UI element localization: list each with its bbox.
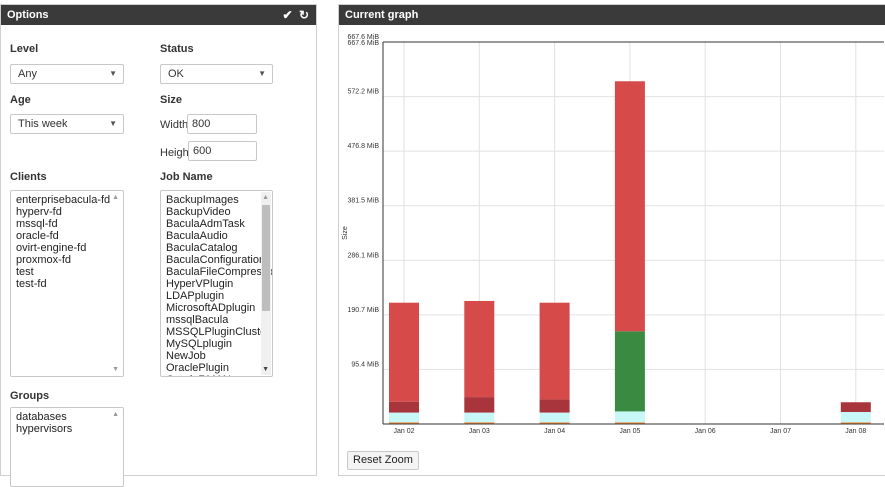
bar-segment xyxy=(540,413,570,423)
y-max-label: 667.6 MiB xyxy=(347,40,379,47)
bar-segment xyxy=(389,413,419,423)
x-tick-label: Jan 05 xyxy=(619,428,640,435)
height-input[interactable]: 600 xyxy=(188,141,257,161)
job-option[interactable]: OraclePlugin xyxy=(166,362,272,374)
bar-segment xyxy=(540,303,570,400)
bar-segment xyxy=(464,301,494,397)
job-option[interactable]: BackupImages xyxy=(166,194,272,206)
chevron-down-icon: ▼ xyxy=(109,115,117,133)
chevron-down-icon: ▼ xyxy=(258,65,266,83)
job-option[interactable]: BaculaConfigurations xyxy=(166,254,272,266)
y-tick-label: 95.4 MiB xyxy=(351,361,379,368)
reset-zoom-button[interactable]: Reset Zoom xyxy=(347,451,419,470)
x-tick-label: Jan 02 xyxy=(393,428,414,435)
job-option[interactable]: HyperVPlugin xyxy=(166,278,272,290)
y-tick-label: 381.5 MiB xyxy=(347,198,379,205)
refresh-icon[interactable]: ↻ xyxy=(299,8,309,22)
age-label: Age xyxy=(10,94,31,106)
bar-segment xyxy=(389,402,419,413)
job-option[interactable]: BaculaAdmTask xyxy=(166,218,272,230)
job-option[interactable]: BackupVideo xyxy=(166,206,272,218)
chevron-down-icon: ▼ xyxy=(109,65,117,83)
bar-segment xyxy=(464,413,494,423)
client-option[interactable]: ovirt-engine-fd xyxy=(16,242,123,254)
job-option[interactable]: BaculaAudio xyxy=(166,230,272,242)
job-option[interactable]: mssqlBacula xyxy=(166,314,272,326)
status-label: Status xyxy=(160,43,194,55)
groups-list[interactable]: databases hypervisors ▲ xyxy=(10,407,124,487)
client-option[interactable]: enterprisebacula-fd xyxy=(16,194,123,206)
width-input[interactable]: 800 xyxy=(187,114,257,134)
bar-segment xyxy=(615,411,645,422)
y-tick-label: 286.1 MiB xyxy=(347,252,379,259)
client-option[interactable]: test xyxy=(16,266,123,278)
scroll-down-icon[interactable]: ▼ xyxy=(112,366,119,373)
job-option[interactable]: NewJob xyxy=(166,350,272,362)
bar-segment xyxy=(615,331,645,411)
status-select[interactable]: OK ▼ xyxy=(160,64,273,84)
bar-segment xyxy=(841,402,871,412)
x-tick-label: Jan 08 xyxy=(845,428,866,435)
x-tick-label: Jan 07 xyxy=(770,428,791,435)
size-label: Size xyxy=(160,94,182,106)
job-option[interactable]: BaculaFileCompression xyxy=(166,266,272,278)
scrollbar-thumb[interactable] xyxy=(262,205,270,311)
clients-label: Clients xyxy=(10,171,47,183)
level-select[interactable]: Any ▼ xyxy=(10,64,124,84)
bar-segment xyxy=(389,303,419,402)
job-option[interactable]: MicrosoftADplugin xyxy=(166,302,272,314)
y-tick-label: 190.7 MiB xyxy=(347,307,379,314)
groups-label: Groups xyxy=(10,390,49,402)
client-option[interactable]: mssql-fd xyxy=(16,218,123,230)
scroll-down-icon[interactable]: ▼ xyxy=(262,366,269,373)
bar-segment xyxy=(464,397,494,412)
scroll-up-icon[interactable]: ▲ xyxy=(262,194,269,201)
graph-panel: Current graph 95.4 MiB 190.7 MiB 286.1 MiB… xyxy=(338,4,885,476)
x-tick-label: Jan 06 xyxy=(695,428,716,435)
chevron-down-icon[interactable]: ✔ xyxy=(283,8,293,22)
options-title: Options xyxy=(7,9,49,21)
job-option[interactable]: OracleRMAN xyxy=(166,374,272,377)
y-axis-label: Size xyxy=(342,226,349,240)
age-select[interactable]: This week ▼ xyxy=(10,114,124,134)
bar-segment xyxy=(540,399,570,412)
client-option[interactable]: hyperv-fd xyxy=(16,206,123,218)
clients-list[interactable]: enterprisebacula-fd hyperv-fd mssql-fd orac… xyxy=(10,190,124,377)
job-option[interactable]: MySQLplugin xyxy=(166,338,272,350)
y-tick-label: 476.8 MiB xyxy=(347,143,379,150)
job-option[interactable]: MSSQLPluginCluster xyxy=(166,326,272,338)
client-option[interactable]: test-fd xyxy=(16,278,123,290)
jobname-label: Job Name xyxy=(160,171,213,183)
group-option[interactable]: databases xyxy=(16,411,123,423)
y-tick-label: 572.2 MiB xyxy=(347,89,379,96)
bar-segment xyxy=(841,412,871,422)
job-option[interactable]: LDAPplugin xyxy=(166,290,272,302)
job-option[interactable]: BaculaCatalog xyxy=(166,242,272,254)
bar-chart[interactable]: 95.4 MiB 190.7 MiB 286.1 MiB 381.5 MiB 476.8… xyxy=(339,26,885,446)
scroll-up-icon[interactable]: ▲ xyxy=(112,411,119,418)
x-tick-label: Jan 04 xyxy=(544,428,565,435)
graph-title: Current graph xyxy=(345,9,418,21)
client-option[interactable]: proxmox-fd xyxy=(16,254,123,266)
scroll-up-icon[interactable]: ▲ xyxy=(112,194,119,201)
client-option[interactable]: oracle-fd xyxy=(16,230,123,242)
jobname-list[interactable]: BackupImages BackupVideo BaculaAdmTask Bacu… xyxy=(160,190,273,377)
x-tick-label: Jan 03 xyxy=(469,428,490,435)
graph-header: Current graph xyxy=(339,5,885,25)
group-option[interactable]: hypervisors xyxy=(16,423,123,435)
options-panel: Options ✔ ↻ Level Any ▼ Status OK ▼ Age … xyxy=(0,4,317,476)
bar-segment xyxy=(615,81,645,331)
level-label: Level xyxy=(10,43,38,55)
options-header: Options ✔ ↻ xyxy=(1,5,316,25)
